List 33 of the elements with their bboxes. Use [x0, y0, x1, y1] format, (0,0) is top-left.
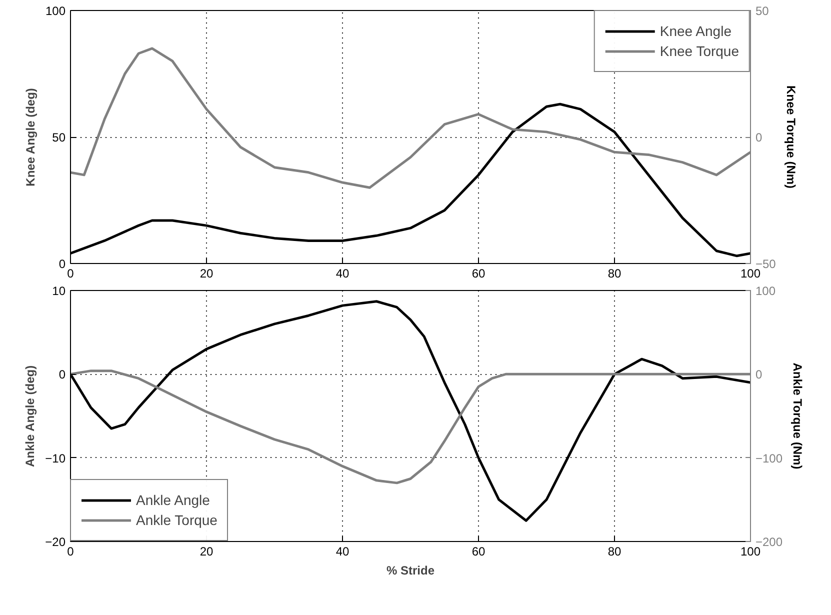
y2-tick-label: 0 [756, 130, 762, 144]
y-axis-title: Ankle Angle (deg) [23, 365, 38, 468]
x-tick-label: 100 [740, 266, 761, 280]
y2-tick-label: 100 [756, 284, 776, 298]
y-tick-label: 10 [52, 284, 66, 298]
legend-label: Knee Angle [660, 23, 732, 39]
y2-tick-label: 50 [756, 4, 770, 18]
y2-tick-label: 0 [756, 368, 762, 382]
y-axis-title: Knee Angle (deg) [23, 88, 38, 186]
y2-axis-title: Ankle Torque (Nm) [790, 362, 805, 470]
x-tick-label: 0 [67, 544, 74, 558]
x-tick-label: 40 [336, 266, 350, 280]
x-tick-label: 100 [740, 544, 761, 558]
legend-label: Ankle Angle [136, 492, 210, 508]
x-tick-label: 60 [472, 544, 486, 558]
y-tick-label: −20 [45, 535, 66, 549]
x-tick-label: 0 [67, 266, 74, 280]
y-tick-label: 50 [52, 130, 66, 144]
y2-tick-label: −100 [756, 451, 783, 466]
legend-label: Ankle Torque [136, 512, 218, 528]
y-tick-label: 0 [58, 257, 66, 271]
y-tick-label: 0 [58, 368, 66, 382]
x-axis-title: % Stride [386, 564, 435, 578]
x-tick-label: 80 [608, 544, 622, 558]
y2-axis-title: Knee Torque (Nm) [784, 85, 798, 189]
x-tick-label: 20 [200, 544, 214, 558]
legend-label: Knee Torque [660, 43, 739, 59]
y-tick-label: 100 [45, 4, 66, 18]
y-tick-label: −10 [45, 451, 66, 466]
x-tick-label: 80 [608, 266, 622, 280]
x-tick-label: 20 [200, 266, 214, 280]
x-tick-label: 60 [472, 266, 486, 280]
x-tick-label: 40 [336, 544, 350, 558]
